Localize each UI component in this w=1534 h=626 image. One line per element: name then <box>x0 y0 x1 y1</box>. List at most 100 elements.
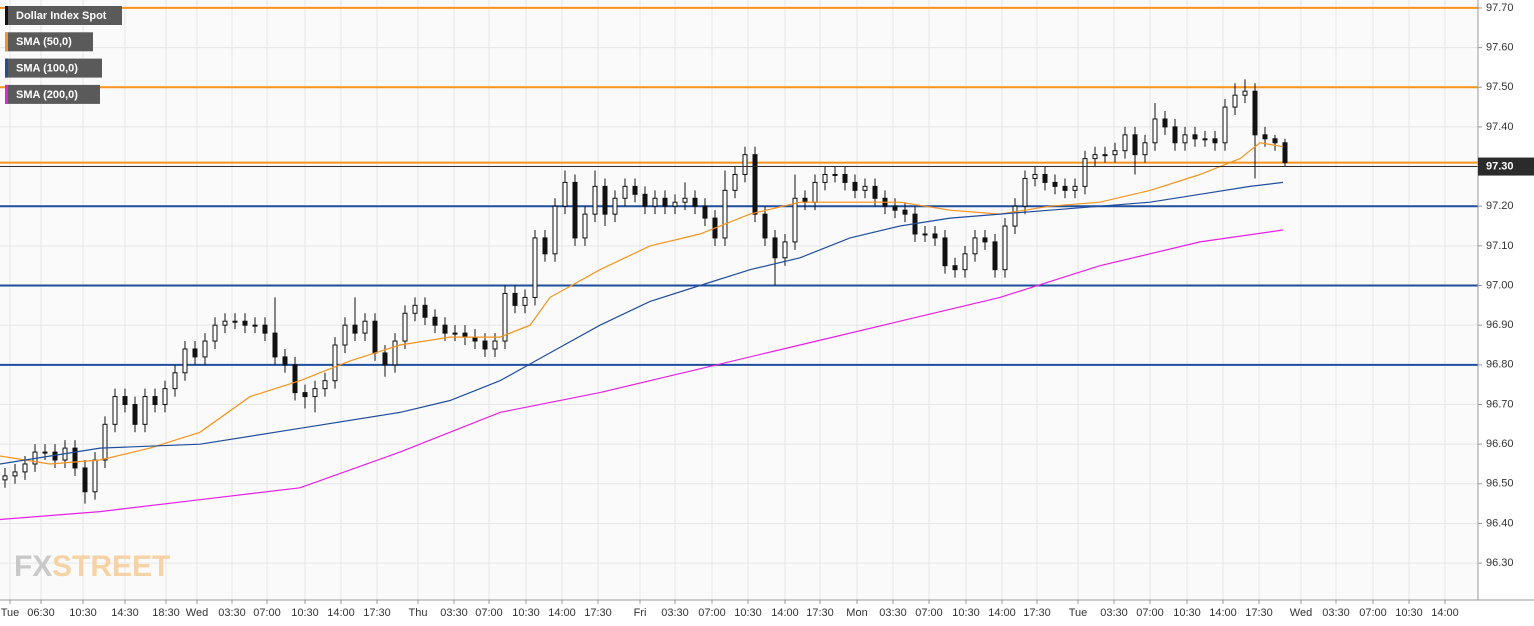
x-tick-label: 06:30 <box>27 607 55 619</box>
y-tick-label: 97.50 <box>1486 81 1514 93</box>
candle-body <box>612 197 618 215</box>
y-tick-label: 96.80 <box>1486 359 1514 371</box>
candle-body <box>582 213 588 239</box>
candle-body <box>182 348 188 374</box>
x-tick-label: 10:30 <box>1173 607 1201 619</box>
y-tick-label: 97.40 <box>1486 121 1514 133</box>
x-tick-label: 03:30 <box>879 607 907 619</box>
x-tick-label: 14:00 <box>771 607 799 619</box>
x-tick-label: 14:00 <box>1209 607 1237 619</box>
x-tick-label: 10:30 <box>1395 607 1423 619</box>
candle-body <box>532 237 538 298</box>
candle-body <box>1062 185 1068 191</box>
candle-body <box>1162 118 1168 128</box>
candle-body <box>1022 177 1028 207</box>
candle-body <box>72 447 78 469</box>
candle-body <box>412 304 418 314</box>
x-tick-label: Fri <box>634 607 647 619</box>
x-tick-label: 07:00 <box>1136 607 1164 619</box>
y-tick-label: 96.90 <box>1486 319 1514 331</box>
candle-body <box>982 237 988 243</box>
candle-body <box>1102 154 1108 157</box>
y-tick-label: 96.30 <box>1486 557 1514 569</box>
candle-body <box>592 185 598 215</box>
candle-body <box>1052 181 1058 187</box>
x-tick-label: 17:30 <box>806 607 834 619</box>
legend-label: SMA (100,0) <box>16 63 78 75</box>
candle-body <box>312 388 318 398</box>
candle-body <box>1262 134 1268 140</box>
candle-body <box>732 173 738 191</box>
x-tick-label: 03:30 <box>1100 607 1128 619</box>
candle-body <box>822 173 828 183</box>
candle-body <box>1132 134 1138 156</box>
x-tick-label: 10:30 <box>734 607 762 619</box>
candle-body <box>722 189 728 239</box>
x-tick-label: 14:00 <box>1431 607 1459 619</box>
x-tick-label: 03:30 <box>218 607 246 619</box>
y-tick-label: 97.70 <box>1486 2 1514 14</box>
candle-body <box>512 292 518 306</box>
candle-body <box>192 348 198 358</box>
candle-body <box>602 185 608 215</box>
candle-body <box>342 324 348 346</box>
x-tick-label: 14:00 <box>327 607 355 619</box>
x-tick-label: Tue <box>1069 607 1088 619</box>
candle-body <box>1112 150 1118 156</box>
candle-body <box>242 320 248 326</box>
legend-box <box>5 84 100 104</box>
candle-body <box>1202 138 1208 141</box>
candle-body <box>22 463 28 473</box>
x-tick-label: 14:00 <box>988 607 1016 619</box>
y-tick-label: 96.60 <box>1486 438 1514 450</box>
last-price-label: 97.30 <box>1486 160 1514 172</box>
candle-body <box>992 241 998 271</box>
candle-body <box>1082 158 1088 187</box>
x-tick-label: 14:00 <box>548 607 576 619</box>
candle-body <box>962 253 968 271</box>
candle-body <box>842 173 848 183</box>
x-tick-label: 10:30 <box>512 607 540 619</box>
candle-body <box>952 265 958 271</box>
candle-body <box>1252 90 1258 136</box>
candle-body <box>122 396 128 405</box>
legend-label: Dollar Index Spot <box>16 10 107 22</box>
x-tick-label: 07:00 <box>698 607 726 619</box>
candle-body <box>892 205 898 211</box>
x-tick-label: Mon <box>846 607 867 619</box>
candle-body <box>172 372 178 390</box>
sma-line <box>0 181 1284 465</box>
candle-body <box>1182 134 1188 144</box>
candle-body <box>1012 205 1018 227</box>
x-tick-label: 10:30 <box>69 607 97 619</box>
candle-body <box>562 181 568 207</box>
candle-body <box>102 423 108 461</box>
candle-body <box>1212 138 1218 144</box>
candle-body <box>462 332 468 338</box>
candle-body <box>782 241 788 259</box>
plot-background <box>0 0 1478 600</box>
candle-body <box>792 197 798 243</box>
candle-body <box>142 396 148 425</box>
x-tick-label: 03:30 <box>661 607 689 619</box>
marks <box>0 6 1478 521</box>
candle-body <box>572 181 578 239</box>
candle-body <box>1282 142 1288 164</box>
candle-body <box>1002 225 1008 271</box>
candle-body <box>482 340 488 350</box>
legend-swatch <box>5 6 8 25</box>
candle-body <box>942 237 948 267</box>
candle-body <box>702 205 708 219</box>
x-tick-label: 14:30 <box>111 607 139 619</box>
candle-body <box>352 324 358 334</box>
x-tick-label: 17:30 <box>363 607 391 619</box>
y-tick-label: 97.20 <box>1486 200 1514 212</box>
candle-body <box>362 320 368 334</box>
candle-body <box>1242 90 1248 96</box>
candle-body <box>522 296 528 306</box>
candle-body <box>322 380 328 390</box>
candle-body <box>162 388 168 405</box>
candle-body <box>622 185 628 199</box>
y-tick-label: 97.00 <box>1486 279 1514 291</box>
candle-body <box>42 451 48 454</box>
